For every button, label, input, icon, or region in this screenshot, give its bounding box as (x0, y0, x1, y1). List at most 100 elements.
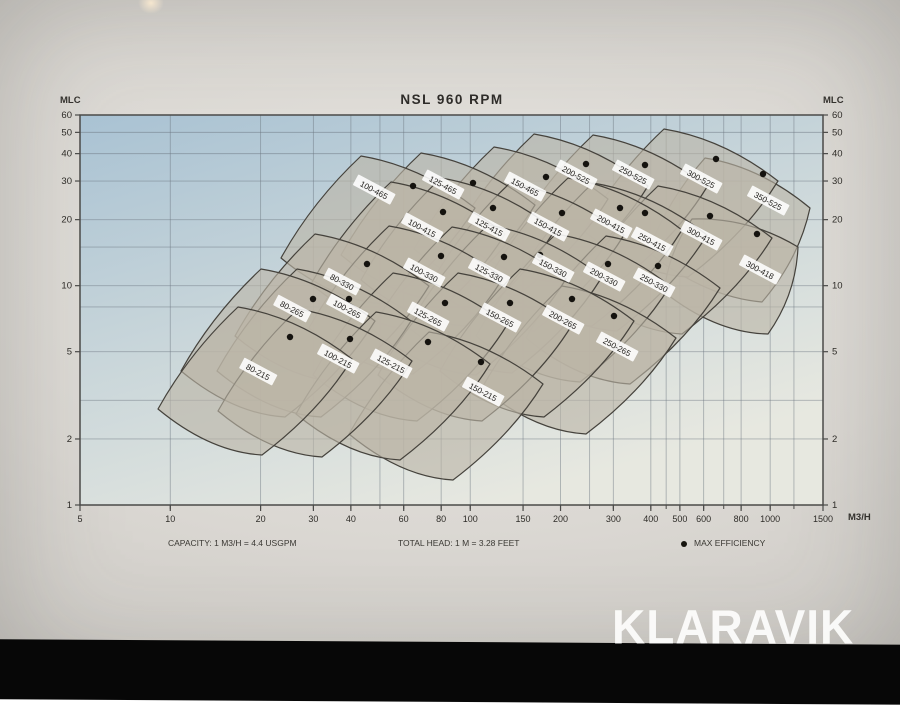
y-tick-label-right: 30 (832, 176, 843, 187)
label-chip (273, 294, 312, 323)
y-tick-label-left: 20 (61, 215, 72, 226)
max-efficiency-dot (346, 335, 354, 343)
max-efficiency-dot (616, 204, 624, 212)
label-chip (596, 331, 639, 362)
x-tick-label: 1500 (813, 514, 833, 524)
label-chip (633, 267, 676, 298)
chart-title: NSL 960 RPM (400, 92, 504, 107)
pump-selection-chart: 350-525 300-525 250-525 200-525 150-465 125-4… (61, 110, 843, 524)
label-chip (739, 254, 782, 285)
label-chip (326, 293, 369, 324)
label-chip (680, 220, 723, 251)
max-efficiency-dot (542, 173, 550, 181)
y-tick-label-right: 50 (832, 127, 843, 138)
x-tick-label: 400 (643, 514, 658, 524)
max-efficiency-dot (469, 179, 477, 187)
label-chip (583, 261, 626, 292)
label-chip (532, 252, 575, 283)
max-efficiency-dot (641, 209, 649, 217)
x-tick-label: 20 (256, 514, 266, 524)
max-efficiency-dot-legend (681, 541, 687, 547)
x-tick-label: 1000 (760, 514, 780, 524)
y-tick-label-left: 30 (61, 176, 72, 187)
x-tick-label: 80 (436, 514, 446, 524)
y-tick-label-right: 20 (832, 215, 843, 226)
max-efficiency-dot (558, 209, 566, 217)
x-tick-label: 100 (463, 514, 478, 524)
x-axis-unit: M3/H (848, 512, 871, 523)
y-tick-label-right: 40 (832, 149, 843, 160)
max-efficiency-dot (437, 252, 445, 260)
max-efficiency-dot (477, 358, 485, 366)
max-efficiency-dot (489, 204, 497, 212)
label-chip (631, 226, 674, 257)
y-tick-label-right: 5 (832, 347, 837, 358)
y-tick-label-left: 50 (61, 127, 72, 138)
max-efficiency-dot (441, 299, 449, 307)
capacity-note: CAPACITY: 1 M3/H = 4.4 USGPM (168, 538, 297, 548)
label-chip (590, 208, 633, 239)
label-chip (479, 302, 522, 333)
x-tick-label: 500 (672, 514, 687, 524)
label-chip (317, 343, 360, 374)
y-tick-label-left: 5 (67, 347, 72, 358)
label-chip (468, 211, 511, 242)
label-chip (407, 301, 450, 332)
x-tick-label: 60 (399, 514, 409, 524)
max-efficiency-dot (706, 212, 714, 220)
max-efficiency-dot (424, 338, 432, 346)
max-efficiency-dot (604, 260, 612, 268)
y-tick-label-right: 10 (832, 281, 843, 292)
max-efficiency-dot (582, 160, 590, 168)
label-chip (403, 257, 446, 288)
y-tick-label-right: 2 (832, 434, 837, 445)
klaravik-watermark: KLARAVIK (612, 600, 855, 655)
label-chip (747, 185, 790, 216)
y-tick-label-left: 60 (61, 110, 72, 121)
camera-reflection (138, 0, 164, 14)
chart-svg: 350-525300-525250-525200-525150-465125-4… (61, 110, 843, 524)
max-efficiency-dot (500, 253, 508, 261)
y-tick-label-left: 10 (61, 281, 72, 292)
label-chip (239, 357, 278, 386)
total-head-note: TOTAL HEAD: 1 M = 3.28 FEET (398, 538, 520, 548)
max-efficiency-dot (712, 155, 720, 163)
max-efficiency-dot (641, 161, 649, 169)
label-chip (401, 212, 444, 243)
max-efficiency-dot (654, 262, 662, 270)
label-chip (527, 211, 570, 242)
label-chip (370, 348, 413, 379)
label-chip (504, 171, 547, 202)
max-efficiency-dot (568, 295, 576, 303)
y-tick-label-left: 1 (67, 500, 72, 511)
label-chip (323, 267, 362, 296)
y-tick-label-right: 1 (832, 500, 837, 511)
pump-envelope (157, 306, 353, 456)
max-efficiency-dot (309, 295, 317, 303)
max-efficiency-dot (506, 299, 514, 307)
label-chip (680, 163, 723, 194)
x-tick-label: 600 (696, 514, 711, 524)
x-tick-label: 5 (77, 514, 82, 524)
y-axis-unit-right: MLC (823, 95, 844, 106)
x-tick-label: 30 (308, 514, 318, 524)
x-tick-label: 300 (606, 514, 621, 524)
x-tick-label: 200 (553, 514, 568, 524)
max-efficiency-dot (409, 182, 417, 190)
y-axis-unit-left: MLC (60, 95, 81, 106)
max-efficiency-dot (363, 260, 371, 268)
label-chip (353, 174, 396, 205)
x-tick-label: 150 (516, 514, 531, 524)
plot-border (79, 114, 824, 506)
label-chip (422, 169, 465, 200)
x-tick-label: 800 (734, 514, 749, 524)
label-chip (555, 159, 598, 190)
x-tick-label: 40 (346, 514, 356, 524)
max-efficiency-dot (753, 230, 761, 238)
y-tick-label-left: 40 (61, 149, 72, 160)
label-chip (462, 376, 505, 407)
max-efficiency-dot (610, 312, 618, 320)
chart-footnotes: CAPACITY: 1 M3/H = 4.4 USGPM TOTAL HEAD:… (0, 538, 900, 552)
max-efficiency-dot (286, 333, 294, 341)
